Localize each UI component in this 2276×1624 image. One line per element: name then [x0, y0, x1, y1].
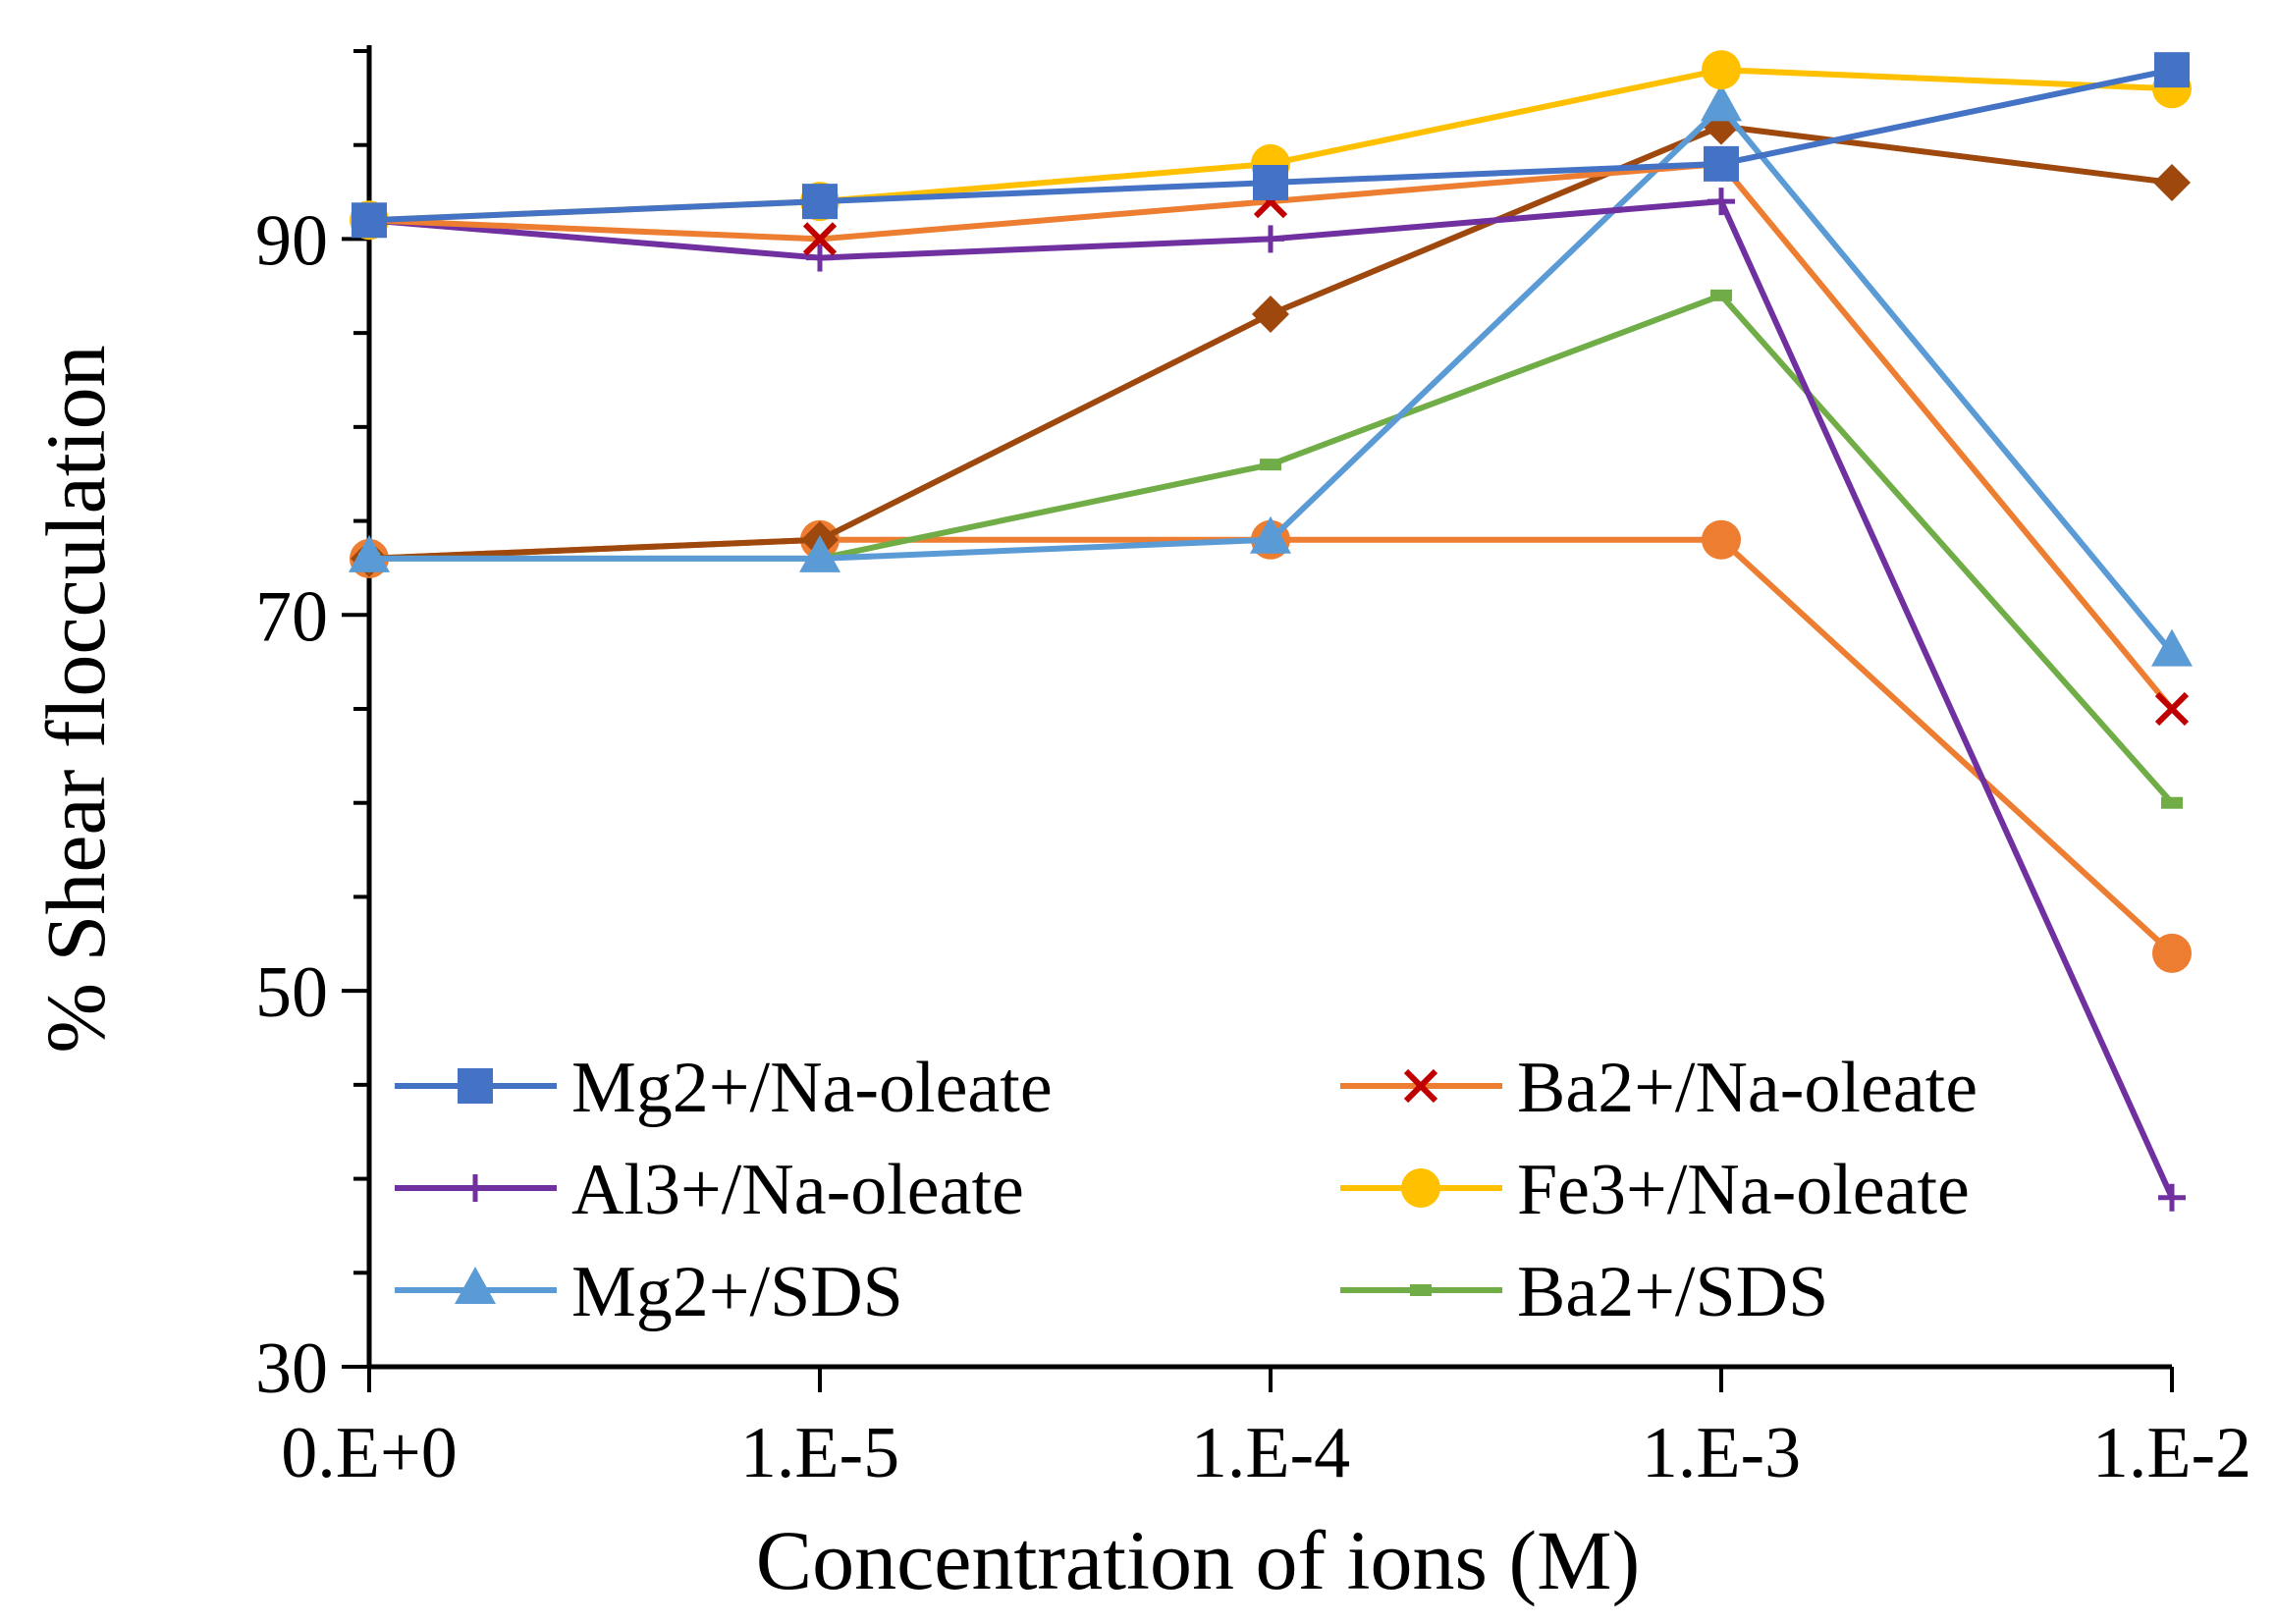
data-point — [1257, 225, 1284, 253]
data-point — [2152, 933, 2192, 973]
cross-stroke — [2154, 691, 2190, 727]
series-7 — [350, 519, 2192, 973]
data-point — [1260, 459, 1281, 471]
data-point — [1253, 165, 1288, 200]
data-point — [2154, 691, 2190, 727]
data-point — [1710, 289, 1732, 301]
x-tick-label: 1.E-3 — [1642, 1413, 1801, 1493]
cross-stroke — [1403, 1068, 1438, 1104]
y-tick-label: 70 — [255, 576, 328, 657]
data-point — [2158, 1183, 2186, 1212]
data-point — [349, 534, 390, 572]
legend-label: Mg2+/Na-oleate — [571, 1048, 1053, 1128]
legend-swatch-marker — [458, 1068, 493, 1104]
data-point — [2153, 164, 2191, 201]
x-tick-label: 1.E-4 — [1191, 1413, 1350, 1493]
legend-item: Fe3+/Na-oleate — [1340, 1150, 1970, 1230]
y-axis-title: % Shear flocculation — [28, 345, 123, 1053]
data-point — [1704, 145, 1739, 182]
x-tick-label: 1.E-5 — [740, 1413, 899, 1493]
legend-swatch-marker — [1401, 1168, 1440, 1208]
legend-label: Mg2+/SDS — [571, 1252, 903, 1332]
series-4 — [349, 83, 2193, 667]
data-point — [352, 202, 387, 239]
legend-swatch-marker — [461, 1174, 489, 1202]
legend-item: Mg2+/Na-oleate — [395, 1048, 1053, 1128]
legend-item: Ba2+/Na-oleate — [1340, 1048, 1978, 1128]
axes: 30 50 70 90 0.E+0 1.E-5 1.E-4 1.E-3 1.E-2 — [255, 45, 2251, 1493]
data-point — [2151, 628, 2193, 667]
data-point — [1701, 83, 1742, 122]
data-point — [799, 534, 840, 572]
legend-item: Mg2+/SDS — [395, 1252, 903, 1332]
data-point — [1702, 519, 1741, 560]
x-axis-title: Concentration of ions (M) — [756, 1513, 1640, 1607]
legend-label: Ba2+/SDS — [1517, 1252, 1828, 1332]
series-0 — [352, 52, 2190, 239]
legend-label: Ba2+/Na-oleate — [1517, 1048, 1978, 1128]
data-point — [1702, 50, 1741, 90]
legend-swatch-marker — [1403, 1068, 1438, 1104]
legend-swatch-marker — [1410, 1284, 1432, 1296]
x-tick-label: 1.E-2 — [2092, 1413, 2251, 1493]
legend-label: Fe3+/Na-oleate — [1517, 1150, 1970, 1230]
data-point — [802, 222, 838, 256]
legend-swatch-marker — [455, 1267, 496, 1304]
legend-item: Al3+/Na-oleate — [395, 1150, 1024, 1230]
data-point — [802, 184, 838, 220]
legend-label: Al3+/Na-oleate — [571, 1150, 1024, 1230]
cross-stroke — [802, 222, 838, 256]
y-tick-label: 90 — [255, 200, 328, 281]
legend: Mg2+/Na-oleate Ba2+/Na-oleate Al3+/Na-olea… — [395, 1048, 1978, 1332]
y-tick-label: 30 — [255, 1328, 328, 1409]
data-point — [806, 244, 834, 272]
y-tick-label: 50 — [255, 952, 328, 1033]
legend-item: Ba2+/SDS — [1340, 1252, 1828, 1332]
data-point — [1707, 188, 1735, 216]
data-point — [1252, 296, 1289, 333]
series-layer — [349, 50, 2193, 1212]
data-point — [2154, 52, 2190, 88]
data-point — [2161, 796, 2183, 809]
x-tick-label: 0.E+0 — [281, 1413, 457, 1493]
data-point — [1250, 515, 1291, 554]
